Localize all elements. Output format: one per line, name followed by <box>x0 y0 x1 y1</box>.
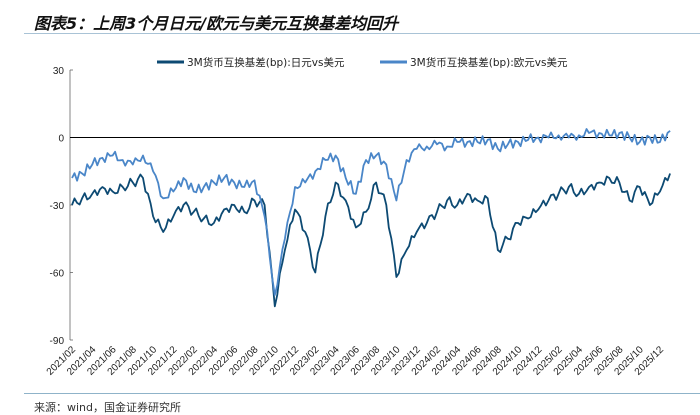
legend: 3M货币互换基差(bp):日元vs美元 3M货币互换基差(bp):欧元vs美元 <box>157 56 568 69</box>
source-note: 来源：wind，国金证券研究所 <box>34 401 182 414</box>
y-tick-label: -30 <box>50 201 65 212</box>
legend-label-jpy: 3M货币互换基差(bp):日元vs美元 <box>187 56 345 69</box>
footer-divider <box>24 393 700 394</box>
series-lines <box>71 128 671 308</box>
y-tick-label: 0 <box>58 134 64 145</box>
y-tick-label: 30 <box>53 66 65 77</box>
series-line-eur-usd <box>71 128 671 296</box>
y-tick-label: -60 <box>50 269 65 280</box>
y-tick-label: -90 <box>50 336 65 347</box>
x-axis: 2021/022021/042021/062021/082021/102021/… <box>45 137 668 378</box>
title-divider <box>24 33 700 34</box>
series-line-jpy-usd <box>71 173 671 308</box>
y-axis: 30 0 -30 -60 -90 <box>50 66 73 347</box>
chart-title: 图表5：上周3个月日元/欧元与美元互换基差均回升 <box>34 14 399 33</box>
legend-label-eur: 3M货币互换基差(bp):欧元vs美元 <box>410 56 568 69</box>
